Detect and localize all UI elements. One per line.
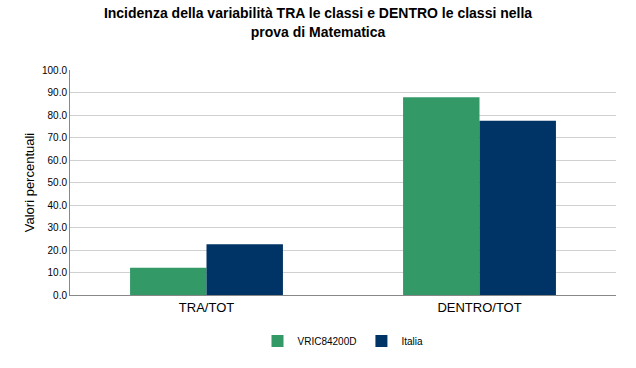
svg-text:0.0: 0.0 <box>53 290 67 301</box>
svg-text:TRA/TOT: TRA/TOT <box>179 300 234 315</box>
svg-text:90.0: 90.0 <box>48 87 68 98</box>
svg-text:20.0: 20.0 <box>48 245 68 256</box>
svg-text:Italia: Italia <box>401 336 423 347</box>
svg-text:50.0: 50.0 <box>48 177 68 188</box>
svg-text:VRIC84200D: VRIC84200D <box>298 336 357 347</box>
svg-text:40.0: 40.0 <box>48 200 68 211</box>
svg-text:60.0: 60.0 <box>48 155 68 166</box>
svg-text:Incidenza della variabilità TR: Incidenza della variabilità TRA le class… <box>104 5 532 39</box>
svg-text:80.0: 80.0 <box>48 110 68 121</box>
svg-text:30.0: 30.0 <box>48 222 68 233</box>
svg-text:Valori percentuali: Valori percentuali <box>22 133 37 233</box>
svg-text:100.0: 100.0 <box>42 65 67 76</box>
svg-text:DENTRO/TOT: DENTRO/TOT <box>437 300 521 315</box>
svg-text:10.0: 10.0 <box>48 267 68 278</box>
svg-text:70.0: 70.0 <box>48 132 68 143</box>
